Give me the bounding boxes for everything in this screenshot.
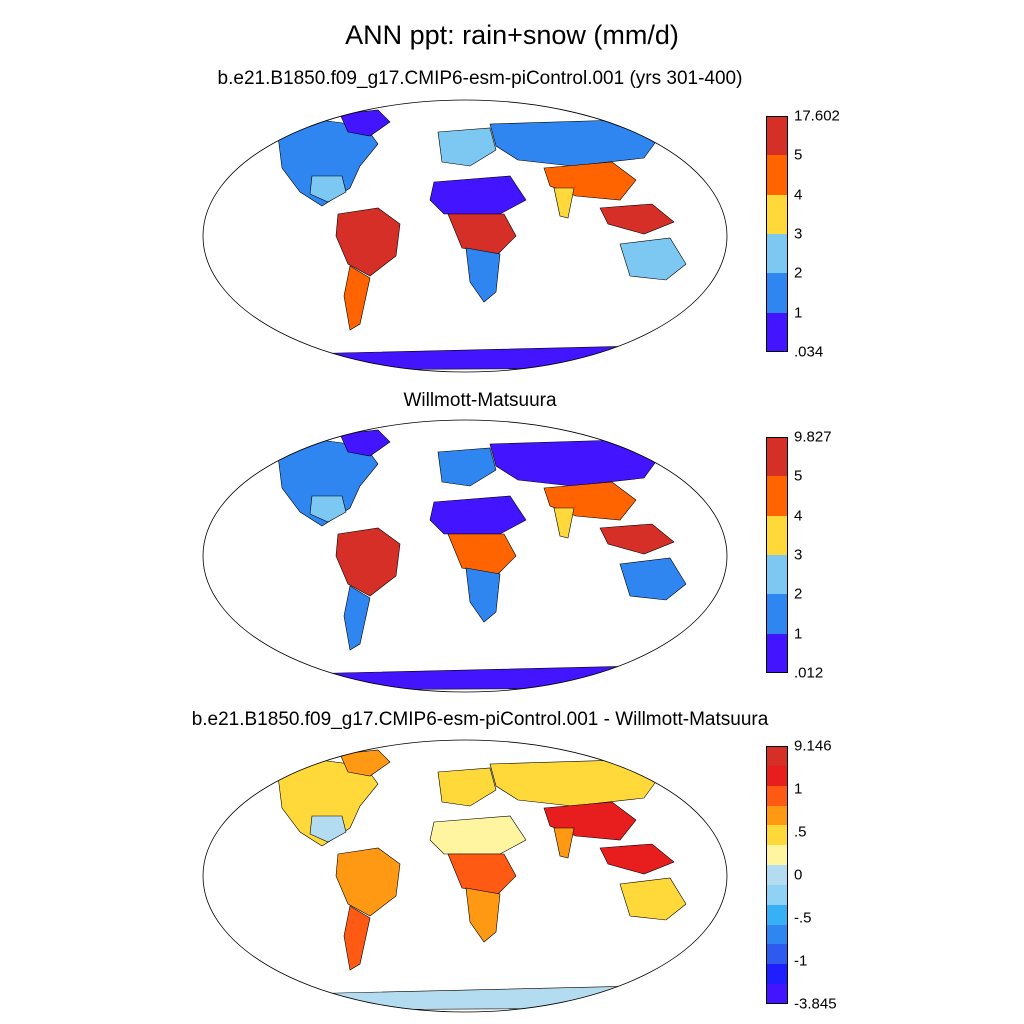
region-central-africa — [447, 853, 517, 895]
region-central-africa — [447, 533, 517, 575]
region-amazon — [335, 207, 401, 277]
colorbar-tick-label: 0 — [794, 866, 803, 884]
colorbar-tick-label: -1 — [794, 952, 808, 970]
colorbar-tick-label: 17.602 — [794, 107, 840, 125]
colorbar-tick-label: 4 — [794, 186, 803, 204]
colorbar-swatch — [766, 944, 788, 965]
panel-3-map — [202, 739, 728, 1013]
colorbar-tick-label: 2 — [794, 585, 803, 603]
figure-title: ANN ppt: rain+snow (mm/d) — [345, 20, 679, 50]
colorbar-tick-label: 1 — [794, 625, 803, 643]
colorbar-swatch — [766, 633, 788, 674]
colorbar-swatch — [766, 825, 788, 846]
region-central-africa — [447, 213, 517, 255]
region-amazon — [335, 527, 401, 597]
colorbar-swatch — [766, 312, 788, 353]
colorbar-swatch — [766, 437, 788, 477]
colorbar-swatch — [766, 765, 788, 787]
colorbar-swatch — [766, 155, 788, 196]
panel-2-title: Willmott-Matsuura — [403, 390, 557, 411]
region-australia — [619, 557, 687, 601]
region-se-us — [309, 175, 347, 203]
colorbar-tick-label: 5 — [794, 146, 803, 164]
colorbar-swatch — [766, 116, 788, 156]
map-outline — [202, 99, 728, 373]
colorbar-swatch — [766, 984, 788, 1005]
region-greenland — [339, 429, 391, 457]
colorbar-tick-label: 5 — [794, 467, 803, 485]
region-amazon — [335, 847, 401, 917]
colorbar-tick-label: 4 — [794, 507, 803, 525]
colorbar-tick-label: 3 — [794, 546, 803, 564]
region-maritime — [599, 523, 675, 555]
colorbar-swatch — [766, 234, 788, 274]
map-outline — [202, 739, 728, 1013]
region-india — [553, 187, 575, 219]
colorbar-swatch — [766, 785, 788, 807]
colorbar-tick-label: 2 — [794, 264, 803, 282]
region-sahara — [429, 175, 527, 215]
region-patagonia — [343, 265, 371, 331]
region-australia — [619, 877, 687, 921]
region-india — [553, 827, 575, 859]
colorbar-swatch — [766, 805, 788, 826]
colorbar-swatch — [766, 924, 788, 945]
colorbar-swatch — [766, 515, 788, 556]
region-antarctica — [289, 345, 651, 371]
region-se-us — [309, 815, 347, 843]
colorbar-swatch — [766, 845, 788, 866]
colorbar-swatch — [766, 865, 788, 886]
region-north-america — [277, 119, 379, 207]
colorbar-swatch — [766, 476, 788, 517]
region-patagonia — [343, 585, 371, 651]
colorbar-swatch — [766, 904, 788, 926]
colorbar-swatch — [766, 964, 788, 985]
colorbar-swatch — [766, 273, 788, 314]
region-maritime — [599, 843, 675, 875]
panel-3-title: b.e21.B1850.f09_g17.CMIP6-esm-piControl.… — [191, 709, 769, 730]
region-south-africa — [465, 887, 501, 943]
colorbar-tick-label: 1 — [794, 304, 803, 322]
region-siberia — [489, 759, 661, 807]
region-patagonia — [343, 905, 371, 971]
region-sahara — [429, 815, 527, 855]
region-antarctica — [289, 985, 651, 1011]
panel-1-map — [202, 99, 728, 373]
region-europe — [437, 767, 497, 807]
colorbar-tick-label: 1 — [794, 780, 803, 798]
colorbar-tick-label: 3 — [794, 225, 803, 243]
panel-1-title: b.e21.B1850.f09_g17.CMIP6-esm-piControl.… — [217, 68, 743, 89]
region-maritime — [599, 203, 675, 235]
panel-2-map — [202, 419, 728, 693]
region-south-africa — [465, 567, 501, 623]
colorbar-swatch — [766, 194, 788, 235]
region-north-america — [277, 759, 379, 847]
region-australia — [619, 237, 687, 281]
colorbar-tick-label: -.5 — [794, 909, 812, 927]
region-north-america — [277, 439, 379, 527]
region-greenland — [339, 749, 391, 777]
region-sahara — [429, 495, 527, 535]
colorbar-tick-label: -3.845 — [794, 995, 837, 1013]
map-outline — [202, 419, 728, 693]
colorbar-tick-label: .034 — [794, 343, 824, 361]
region-siberia — [489, 439, 661, 487]
region-antarctica — [289, 665, 651, 691]
colorbar-tick-label: .012 — [794, 664, 824, 682]
region-europe — [437, 127, 497, 167]
region-siberia — [489, 119, 661, 167]
colorbar-tick-label: 9.146 — [794, 737, 832, 755]
colorbar-swatch — [766, 746, 788, 767]
colorbar-swatch — [766, 594, 788, 635]
colorbar-swatch — [766, 555, 788, 595]
region-greenland — [339, 109, 391, 137]
colorbar-tick-label: .5 — [794, 823, 807, 841]
colorbar-swatch — [766, 884, 788, 906]
region-europe — [437, 447, 497, 487]
region-south-africa — [465, 247, 501, 303]
region-se-us — [309, 495, 347, 523]
region-india — [553, 507, 575, 539]
colorbar-tick-label: 9.827 — [794, 428, 832, 446]
